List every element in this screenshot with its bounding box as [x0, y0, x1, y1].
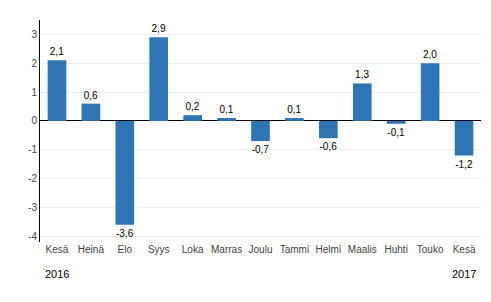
svg-text:Syys: Syys: [148, 244, 170, 255]
svg-text:Helmi: Helmi: [316, 244, 342, 255]
svg-text:-3: -3: [28, 202, 37, 213]
svg-text:2016: 2016: [45, 268, 69, 280]
svg-text:0: 0: [31, 115, 37, 126]
svg-text:2,0: 2,0: [423, 49, 437, 60]
svg-text:3: 3: [31, 29, 37, 40]
svg-text:2,1: 2,1: [50, 46, 64, 57]
svg-text:Maalis: Maalis: [348, 244, 377, 255]
svg-text:Marras: Marras: [211, 244, 242, 255]
svg-text:Heinä: Heinä: [78, 244, 105, 255]
svg-text:Touko: Touko: [417, 244, 444, 255]
svg-text:2,9: 2,9: [152, 23, 166, 34]
svg-text:Kesä: Kesä: [453, 244, 476, 255]
svg-text:-3,6: -3,6: [116, 228, 134, 239]
svg-text:1: 1: [31, 87, 37, 98]
svg-text:-0,1: -0,1: [387, 127, 405, 138]
svg-text:Loka: Loka: [182, 244, 204, 255]
svg-text:-2: -2: [28, 173, 37, 184]
svg-text:1,3: 1,3: [355, 69, 369, 80]
svg-text:-1: -1: [28, 144, 37, 155]
svg-text:Elo: Elo: [118, 244, 133, 255]
svg-text:-0,7: -0,7: [252, 144, 270, 155]
svg-text:-1,2: -1,2: [455, 159, 473, 170]
svg-text:2: 2: [31, 58, 37, 69]
svg-text:-0,6: -0,6: [320, 141, 338, 152]
svg-text:Joulu: Joulu: [249, 244, 273, 255]
svg-text:2017: 2017: [452, 268, 476, 280]
svg-text:Kesä: Kesä: [46, 244, 69, 255]
svg-text:0,6: 0,6: [84, 90, 98, 101]
svg-text:0,1: 0,1: [219, 104, 233, 115]
svg-text:0,2: 0,2: [185, 101, 199, 112]
svg-text:-4: -4: [28, 231, 37, 242]
svg-text:0,1: 0,1: [287, 104, 301, 115]
svg-text:Tammi: Tammi: [280, 244, 309, 255]
svg-text:Huhti: Huhti: [385, 244, 408, 255]
